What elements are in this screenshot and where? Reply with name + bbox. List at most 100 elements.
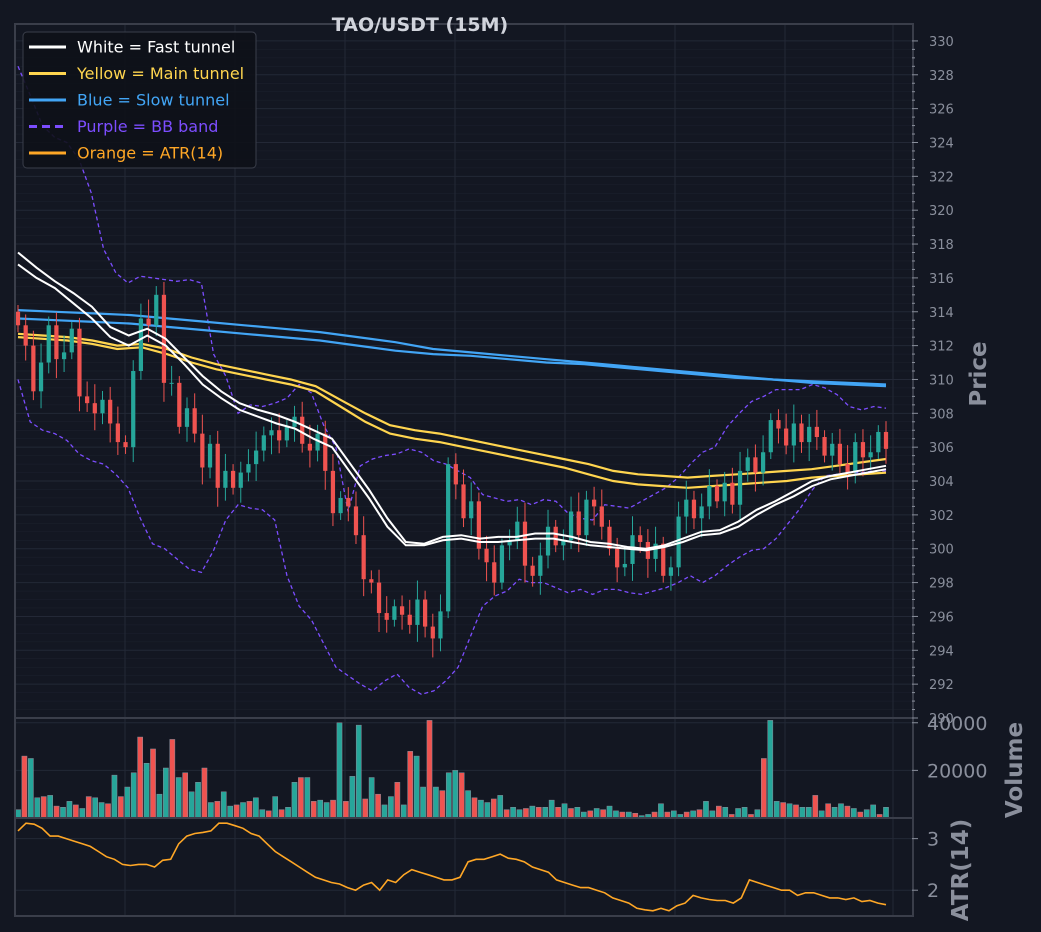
volume-bar [40, 796, 47, 819]
atr-line [17, 822, 887, 912]
candle-body [653, 543, 658, 559]
volume-bar [465, 790, 471, 819]
price-tick-label: 304 [929, 475, 954, 490]
volume-bar [53, 805, 60, 819]
candle-body [69, 328, 74, 353]
atr-axis: 23 [912, 829, 939, 902]
volume-bar [92, 797, 98, 819]
price-grid [16, 24, 912, 916]
volume-bar [265, 810, 272, 819]
candle-body [561, 540, 566, 546]
price-tick-label: 292 [929, 678, 954, 693]
candle-body [568, 511, 574, 541]
volume-bar [214, 801, 221, 819]
volume-bar [587, 810, 594, 819]
volume-bar [34, 797, 41, 819]
candle-body [277, 430, 282, 441]
candle-body [860, 442, 866, 458]
volume-bar [105, 803, 111, 819]
candle-body [553, 526, 558, 546]
volume-bar [201, 767, 208, 819]
candle-body [353, 506, 359, 536]
candle-body [123, 442, 128, 448]
volume-bar [298, 777, 304, 819]
candle-body [269, 430, 274, 436]
volume-bar [156, 793, 163, 819]
volume-bar [555, 807, 561, 819]
volume-bar [413, 755, 420, 819]
volume-bar [535, 807, 542, 819]
volume-bar [716, 805, 722, 819]
volume-bar [130, 772, 137, 819]
volume-bar [703, 801, 709, 819]
volume-bar [490, 798, 497, 819]
volume-bar [471, 797, 478, 819]
volume-bar [343, 801, 349, 819]
candle-body [346, 497, 351, 507]
volume-bar [735, 808, 741, 819]
volume-bar [330, 799, 336, 819]
candle-body [223, 470, 228, 488]
legend-box [22, 31, 257, 169]
candle-body [169, 382, 174, 384]
volume-bar [548, 799, 555, 819]
candle-body [384, 613, 389, 620]
volume-bar [806, 807, 812, 819]
candle-body [146, 318, 151, 326]
candle-body [492, 562, 497, 583]
volume-bar [208, 802, 214, 819]
volume-axis: 20000 40000 [912, 713, 987, 782]
volume-bar [163, 767, 169, 819]
price-tick-label: 326 [929, 103, 954, 118]
fast-tunnel-lower-line [17, 263, 887, 552]
volume-bar [336, 722, 343, 819]
legend: White = Fast tunnel Yellow = Main tunnel B… [22, 31, 257, 169]
candle-body [376, 582, 382, 614]
volume-bar [98, 802, 105, 819]
candle-body [399, 606, 405, 615]
candle-body [607, 526, 612, 549]
volume-bar [452, 770, 459, 819]
volume-bar [246, 801, 253, 819]
volume-bar [773, 801, 780, 819]
candle-body [661, 543, 666, 576]
volume-bar [593, 808, 600, 819]
candle-body [768, 420, 773, 453]
bb-upper-line [17, 66, 887, 521]
candle-body [238, 472, 243, 488]
volume-bar [47, 795, 53, 819]
candle-body [576, 511, 581, 536]
price-tick-label: 306 [929, 441, 954, 456]
fast-tunnel-upper-line [17, 251, 887, 550]
candle-body [100, 399, 105, 414]
legend-label: Purple = BB band [77, 117, 218, 136]
price-tick-label: 328 [929, 69, 954, 84]
volume-bar [362, 798, 369, 819]
candle-body [307, 443, 313, 451]
volume-bar [169, 739, 176, 819]
chart-title: TAO/USDT (15M) [332, 14, 508, 36]
volume-bar [317, 799, 324, 819]
volume-bar [150, 748, 156, 819]
bollinger-bands [17, 66, 887, 695]
price-tick-label: 290 [929, 712, 954, 727]
price-tick-label: 308 [929, 407, 954, 422]
candle-body [830, 443, 835, 456]
volume-bar [445, 772, 452, 819]
candle-body [469, 501, 474, 519]
price-tick-label: 314 [929, 306, 954, 321]
candle-body [361, 535, 366, 580]
price-tick-label: 320 [929, 204, 954, 219]
candle-body [254, 450, 259, 465]
candle-body [868, 452, 873, 458]
volume-bar [696, 809, 703, 819]
volume-bar [420, 786, 426, 819]
volume-bar [542, 807, 549, 819]
volume-bar [124, 786, 131, 819]
candle-body [31, 345, 36, 392]
candle-body [722, 482, 727, 502]
candle-body [807, 426, 812, 443]
volume-bar [812, 795, 819, 819]
volume-bar [825, 803, 831, 819]
volume-bar [118, 796, 124, 819]
